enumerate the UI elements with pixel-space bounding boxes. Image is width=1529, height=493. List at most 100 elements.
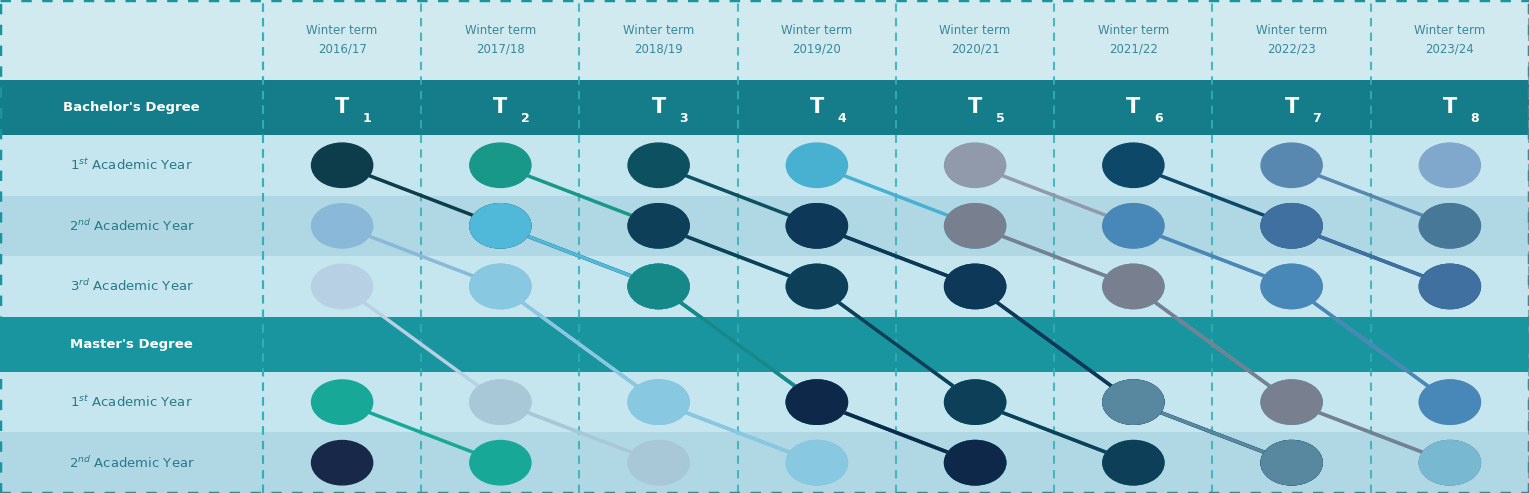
Ellipse shape xyxy=(786,204,847,248)
Text: 1: 1 xyxy=(362,112,372,125)
Ellipse shape xyxy=(1261,380,1323,424)
Ellipse shape xyxy=(1261,380,1323,424)
Ellipse shape xyxy=(628,380,690,424)
Text: T: T xyxy=(810,98,824,117)
Ellipse shape xyxy=(1261,204,1323,248)
Ellipse shape xyxy=(1261,264,1323,309)
Text: 8: 8 xyxy=(1471,112,1479,125)
Text: 7: 7 xyxy=(1312,112,1321,125)
Ellipse shape xyxy=(786,380,847,424)
Ellipse shape xyxy=(1261,441,1323,485)
Text: T: T xyxy=(335,98,349,117)
Ellipse shape xyxy=(628,264,690,309)
Ellipse shape xyxy=(469,380,531,424)
Ellipse shape xyxy=(945,380,1006,424)
Ellipse shape xyxy=(628,441,690,485)
Text: 3$^{rd}$ Academic Year: 3$^{rd}$ Academic Year xyxy=(70,279,193,294)
Ellipse shape xyxy=(1419,264,1480,309)
Ellipse shape xyxy=(1102,441,1164,485)
FancyBboxPatch shape xyxy=(0,80,1529,135)
Text: Master's Degree: Master's Degree xyxy=(70,338,193,351)
Text: Winter term
2021/22: Winter term 2021/22 xyxy=(1098,25,1170,55)
Text: Winter term
2022/23: Winter term 2022/23 xyxy=(1255,25,1327,55)
Ellipse shape xyxy=(628,204,690,248)
Ellipse shape xyxy=(1102,204,1164,248)
Ellipse shape xyxy=(1419,441,1480,485)
Ellipse shape xyxy=(1419,441,1480,485)
Ellipse shape xyxy=(786,380,847,424)
Text: Winter term
2016/17: Winter term 2016/17 xyxy=(306,25,378,55)
Ellipse shape xyxy=(786,143,847,187)
Ellipse shape xyxy=(786,204,847,248)
Ellipse shape xyxy=(628,204,690,248)
Ellipse shape xyxy=(945,380,1006,424)
Text: T: T xyxy=(1127,98,1141,117)
Ellipse shape xyxy=(628,264,690,309)
Text: 1$^{st}$ Academic Year: 1$^{st}$ Academic Year xyxy=(70,394,193,410)
Text: Winter term
2023/24: Winter term 2023/24 xyxy=(1414,25,1486,55)
Ellipse shape xyxy=(1261,441,1323,485)
Ellipse shape xyxy=(469,264,531,309)
Ellipse shape xyxy=(628,380,690,424)
Ellipse shape xyxy=(1102,380,1164,424)
FancyBboxPatch shape xyxy=(0,432,1529,493)
Text: Winter term
2018/19: Winter term 2018/19 xyxy=(622,25,694,55)
Ellipse shape xyxy=(469,380,531,424)
Text: Winter term
2017/18: Winter term 2017/18 xyxy=(465,25,537,55)
Ellipse shape xyxy=(945,441,1006,485)
Text: Bachelor's Degree: Bachelor's Degree xyxy=(63,101,200,114)
Text: T: T xyxy=(1284,98,1298,117)
Ellipse shape xyxy=(945,204,1006,248)
Ellipse shape xyxy=(469,143,531,187)
Ellipse shape xyxy=(945,143,1006,187)
Text: 1$^{st}$ Academic Year: 1$^{st}$ Academic Year xyxy=(70,157,193,173)
Ellipse shape xyxy=(945,204,1006,248)
Ellipse shape xyxy=(1102,204,1164,248)
Ellipse shape xyxy=(312,380,373,424)
Ellipse shape xyxy=(1419,441,1480,485)
Text: Winter term
2020/21: Winter term 2020/21 xyxy=(939,25,1011,55)
Text: T: T xyxy=(968,98,982,117)
FancyBboxPatch shape xyxy=(0,372,1529,432)
Text: 5: 5 xyxy=(995,112,1005,125)
Ellipse shape xyxy=(628,264,690,309)
Ellipse shape xyxy=(1102,441,1164,485)
Ellipse shape xyxy=(1261,204,1323,248)
Ellipse shape xyxy=(628,143,690,187)
Ellipse shape xyxy=(786,441,847,485)
Ellipse shape xyxy=(312,143,373,187)
Text: 6: 6 xyxy=(1154,112,1162,125)
Ellipse shape xyxy=(1261,264,1323,309)
Text: 2$^{nd}$ Academic Year: 2$^{nd}$ Academic Year xyxy=(69,218,194,234)
Text: Winter term
2019/20: Winter term 2019/20 xyxy=(781,25,853,55)
Ellipse shape xyxy=(1102,264,1164,309)
Ellipse shape xyxy=(1419,380,1480,424)
FancyBboxPatch shape xyxy=(0,0,1529,80)
Ellipse shape xyxy=(469,264,531,309)
Ellipse shape xyxy=(945,264,1006,309)
Ellipse shape xyxy=(469,204,531,248)
Ellipse shape xyxy=(1102,143,1164,187)
Ellipse shape xyxy=(945,441,1006,485)
Ellipse shape xyxy=(1102,264,1164,309)
Text: 2: 2 xyxy=(521,112,529,125)
FancyBboxPatch shape xyxy=(0,256,1529,317)
Ellipse shape xyxy=(945,441,1006,485)
Ellipse shape xyxy=(1419,264,1480,309)
Ellipse shape xyxy=(786,380,847,424)
Ellipse shape xyxy=(1419,204,1480,248)
Text: T: T xyxy=(651,98,665,117)
Text: T: T xyxy=(1443,98,1457,117)
Ellipse shape xyxy=(628,441,690,485)
FancyBboxPatch shape xyxy=(0,135,1529,196)
Ellipse shape xyxy=(1419,380,1480,424)
Ellipse shape xyxy=(1419,204,1480,248)
Text: 3: 3 xyxy=(679,112,688,125)
Ellipse shape xyxy=(312,204,373,248)
Ellipse shape xyxy=(786,264,847,309)
Ellipse shape xyxy=(312,264,373,309)
Ellipse shape xyxy=(1102,380,1164,424)
Ellipse shape xyxy=(469,204,531,248)
Text: T: T xyxy=(494,98,508,117)
FancyBboxPatch shape xyxy=(0,317,1529,372)
